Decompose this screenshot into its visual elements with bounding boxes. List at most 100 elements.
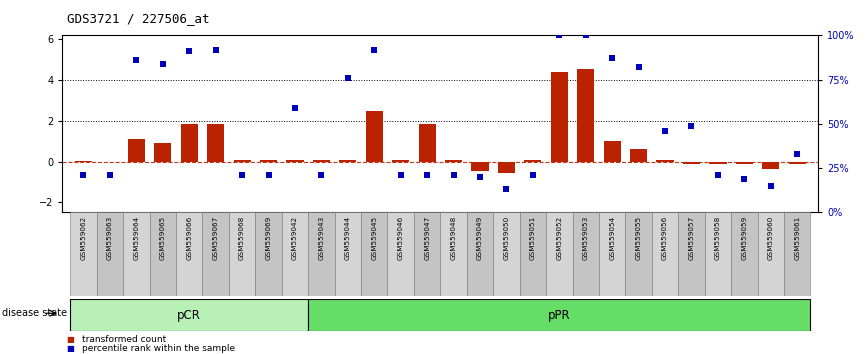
- Bar: [604, 141, 621, 161]
- Point: [183, 48, 197, 54]
- Bar: [656, 160, 674, 161]
- Point: [129, 57, 143, 63]
- Point: [605, 56, 619, 61]
- Point: [394, 172, 408, 178]
- Text: GSM559066: GSM559066: [186, 216, 192, 260]
- Bar: [494, 212, 520, 296]
- Text: GSM559053: GSM559053: [583, 216, 589, 260]
- Text: GSM559069: GSM559069: [266, 216, 272, 260]
- Text: GSM559042: GSM559042: [292, 216, 298, 260]
- Bar: [334, 212, 361, 296]
- Bar: [313, 160, 330, 161]
- Text: GSM559063: GSM559063: [107, 216, 113, 260]
- Text: percentile rank within the sample: percentile rank within the sample: [82, 344, 236, 353]
- Bar: [392, 160, 410, 161]
- Bar: [308, 299, 811, 331]
- Bar: [572, 212, 599, 296]
- Bar: [467, 212, 494, 296]
- Text: GSM559051: GSM559051: [530, 216, 536, 260]
- Bar: [123, 212, 150, 296]
- Point: [367, 47, 381, 52]
- Bar: [339, 160, 357, 161]
- Text: GSM559068: GSM559068: [239, 216, 245, 260]
- Bar: [203, 212, 229, 296]
- Point: [236, 172, 249, 178]
- Bar: [762, 161, 779, 169]
- Text: GSM559060: GSM559060: [768, 216, 774, 260]
- Text: GSM559043: GSM559043: [319, 216, 325, 260]
- Bar: [287, 160, 304, 161]
- Point: [791, 151, 805, 157]
- Point: [684, 123, 698, 129]
- Bar: [678, 212, 705, 296]
- Bar: [498, 161, 515, 173]
- Text: GSM559045: GSM559045: [372, 216, 378, 260]
- Bar: [154, 143, 171, 161]
- Text: GSM559059: GSM559059: [741, 216, 747, 260]
- Bar: [70, 299, 308, 331]
- Bar: [758, 212, 784, 296]
- Text: GSM559065: GSM559065: [160, 216, 165, 260]
- Bar: [229, 212, 255, 296]
- Point: [288, 105, 302, 111]
- Point: [526, 172, 540, 178]
- Bar: [705, 212, 731, 296]
- Point: [209, 47, 223, 52]
- Bar: [128, 139, 145, 161]
- Point: [631, 64, 645, 70]
- Bar: [70, 212, 97, 296]
- Bar: [207, 124, 224, 161]
- Text: GSM559055: GSM559055: [636, 216, 642, 260]
- Point: [658, 128, 672, 134]
- Text: ■: ■: [67, 335, 74, 344]
- Bar: [440, 212, 467, 296]
- Text: GSM559050: GSM559050: [503, 216, 509, 260]
- Text: ■: ■: [67, 344, 74, 353]
- Point: [500, 187, 514, 192]
- Text: GSM559062: GSM559062: [81, 216, 87, 260]
- Bar: [74, 160, 92, 161]
- Bar: [625, 212, 652, 296]
- Text: pCR: pCR: [178, 309, 201, 321]
- Text: GDS3721 / 227506_at: GDS3721 / 227506_at: [67, 12, 210, 25]
- Point: [262, 172, 275, 178]
- Point: [738, 176, 752, 182]
- Text: GSM559044: GSM559044: [345, 216, 351, 260]
- Bar: [784, 212, 811, 296]
- Point: [553, 33, 566, 38]
- Point: [473, 174, 487, 180]
- Text: GSM559057: GSM559057: [688, 216, 695, 260]
- Bar: [520, 212, 546, 296]
- Point: [764, 183, 778, 189]
- Bar: [260, 160, 277, 161]
- Text: GSM559052: GSM559052: [556, 216, 562, 260]
- Bar: [414, 212, 440, 296]
- Text: GSM559048: GSM559048: [450, 216, 456, 260]
- Text: GSM559058: GSM559058: [715, 216, 721, 260]
- Bar: [524, 160, 541, 161]
- Text: disease state: disease state: [2, 308, 67, 318]
- Bar: [709, 161, 727, 164]
- Text: GSM559049: GSM559049: [477, 216, 483, 260]
- Bar: [176, 212, 203, 296]
- Point: [103, 172, 117, 178]
- Bar: [97, 212, 123, 296]
- Bar: [652, 212, 678, 296]
- Bar: [387, 212, 414, 296]
- Bar: [181, 124, 197, 161]
- Bar: [418, 124, 436, 161]
- Bar: [361, 212, 387, 296]
- Text: GSM559064: GSM559064: [133, 216, 139, 260]
- Bar: [150, 212, 176, 296]
- Text: GSM559046: GSM559046: [397, 216, 404, 260]
- Point: [420, 172, 434, 178]
- Point: [711, 172, 725, 178]
- Point: [156, 61, 170, 67]
- Text: GSM559054: GSM559054: [609, 216, 615, 260]
- Text: transformed count: transformed count: [82, 335, 166, 344]
- Bar: [255, 212, 281, 296]
- Bar: [683, 161, 700, 164]
- Bar: [308, 212, 334, 296]
- Bar: [365, 111, 383, 161]
- Bar: [577, 69, 594, 161]
